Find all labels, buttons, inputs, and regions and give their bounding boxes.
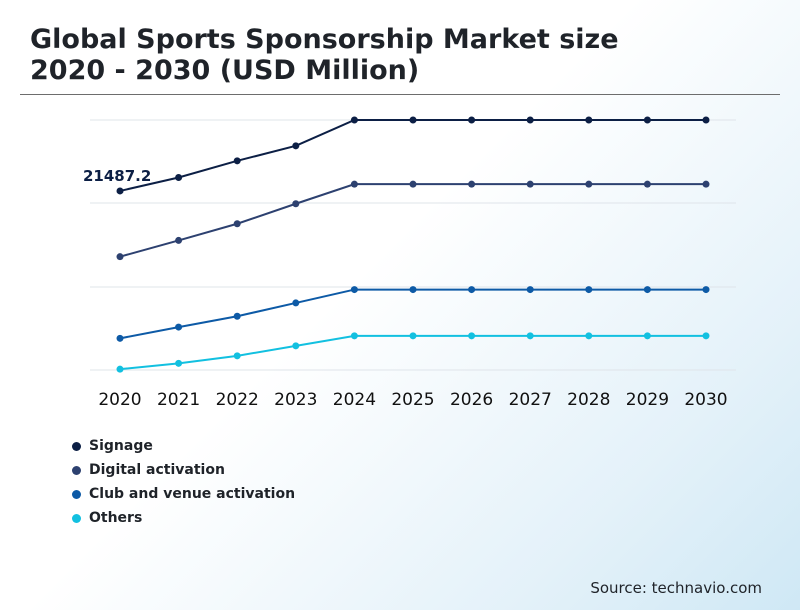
series-line-signage xyxy=(119,119,706,192)
legend-label-club-and-venue-activation: Club and venue activation xyxy=(89,486,296,502)
x-tick-label-2024: 2024 xyxy=(333,390,376,410)
legend-label-signage: Signage xyxy=(89,438,153,454)
series-line-club-and-venue-activation xyxy=(119,288,706,340)
legend-item-club-and-venue-activation: Club and venue activation xyxy=(72,482,295,506)
data-point-digital-activation-2027 xyxy=(526,180,534,188)
data-point-signage-2026 xyxy=(468,116,476,124)
x-tick-label-2028: 2028 xyxy=(567,390,610,410)
data-point-club-and-venue-activation-2027 xyxy=(526,286,534,294)
data-point-others-2022 xyxy=(233,352,241,360)
data-point-digital-activation-2029 xyxy=(643,180,651,188)
data-point-digital-activation-2022 xyxy=(233,220,241,228)
series-line-others xyxy=(119,334,706,371)
legend-label-digital-activation: Digital activation xyxy=(89,462,225,478)
x-tick-label-2027: 2027 xyxy=(509,390,552,410)
chart-title: Global Sports Sponsorship Market size 20… xyxy=(30,24,770,86)
legend-item-signage: Signage xyxy=(72,434,295,458)
legend-dot-signage xyxy=(72,441,81,451)
data-point-others-2021 xyxy=(175,359,183,367)
data-point-digital-activation-2026 xyxy=(468,180,476,188)
x-tick-label-2022: 2022 xyxy=(216,390,259,410)
data-point-club-and-venue-activation-2020 xyxy=(116,334,124,342)
data-point-digital-activation-2021 xyxy=(175,236,183,244)
legend-dot-club-and-venue-activation xyxy=(72,489,81,499)
x-tick-label-2025: 2025 xyxy=(391,390,434,410)
source-credit: Source: technavio.com xyxy=(590,579,762,597)
data-point-club-and-venue-activation-2022 xyxy=(233,312,241,320)
data-point-others-2030 xyxy=(702,332,710,340)
data-point-others-2029 xyxy=(643,332,651,340)
data-point-signage-2020 xyxy=(116,187,124,195)
legend-dot-digital-activation xyxy=(72,465,81,475)
data-point-digital-activation-2025 xyxy=(409,180,417,188)
data-point-signage-2028 xyxy=(585,116,593,124)
data-point-others-2024 xyxy=(350,332,358,340)
x-tick-label-2029: 2029 xyxy=(626,390,669,410)
legend-dot-others xyxy=(72,513,81,523)
data-point-signage-2029 xyxy=(643,116,651,124)
chart-title-line-2: 2020 - 2030 (USD Million) xyxy=(30,55,420,86)
x-tick-label-2030: 2030 xyxy=(684,390,727,410)
data-point-others-2028 xyxy=(585,332,593,340)
data-point-digital-activation-2024 xyxy=(350,180,358,188)
series-line-digital-activation xyxy=(119,183,706,258)
data-point-club-and-venue-activation-2025 xyxy=(409,286,417,294)
data-point-digital-activation-2023 xyxy=(292,200,300,208)
data-point-digital-activation-2028 xyxy=(585,180,593,188)
legend-item-digital-activation: Digital activation xyxy=(72,458,295,482)
data-point-signage-2027 xyxy=(526,116,534,124)
x-tick-label-2023: 2023 xyxy=(274,390,317,410)
data-point-others-2023 xyxy=(292,342,300,350)
chart-title-line-1: Global Sports Sponsorship Market size xyxy=(30,24,619,55)
data-point-signage-2023 xyxy=(292,142,300,150)
data-label-0: 21487.2 xyxy=(83,167,151,185)
x-tick-label-2021: 2021 xyxy=(157,390,200,410)
data-point-others-2025 xyxy=(409,332,417,340)
data-point-signage-2025 xyxy=(409,116,417,124)
data-point-club-and-venue-activation-2028 xyxy=(585,286,593,294)
data-point-club-and-venue-activation-2030 xyxy=(702,286,710,294)
data-point-signage-2022 xyxy=(233,157,241,165)
x-tick-label-2026: 2026 xyxy=(450,390,493,410)
data-point-digital-activation-2020 xyxy=(116,253,124,261)
data-point-others-2027 xyxy=(526,332,534,340)
data-point-digital-activation-2030 xyxy=(702,180,710,188)
data-point-signage-2024 xyxy=(350,116,358,124)
data-point-others-2026 xyxy=(468,332,476,340)
data-point-club-and-venue-activation-2029 xyxy=(643,286,651,294)
legend-item-others: Others xyxy=(72,506,295,530)
data-point-signage-2030 xyxy=(702,116,710,124)
title-divider xyxy=(20,94,780,95)
legend-label-others: Others xyxy=(89,510,143,526)
data-point-club-and-venue-activation-2024 xyxy=(350,286,358,294)
data-point-club-and-venue-activation-2026 xyxy=(468,286,476,294)
x-tick-label-2020: 2020 xyxy=(98,390,141,410)
data-point-club-and-venue-activation-2023 xyxy=(292,299,300,307)
data-point-signage-2021 xyxy=(175,174,183,181)
data-point-club-and-venue-activation-2021 xyxy=(175,323,183,331)
chart-legend: Signage Digital activation Club and venue … xyxy=(72,434,295,530)
data-point-others-2020 xyxy=(116,365,124,373)
